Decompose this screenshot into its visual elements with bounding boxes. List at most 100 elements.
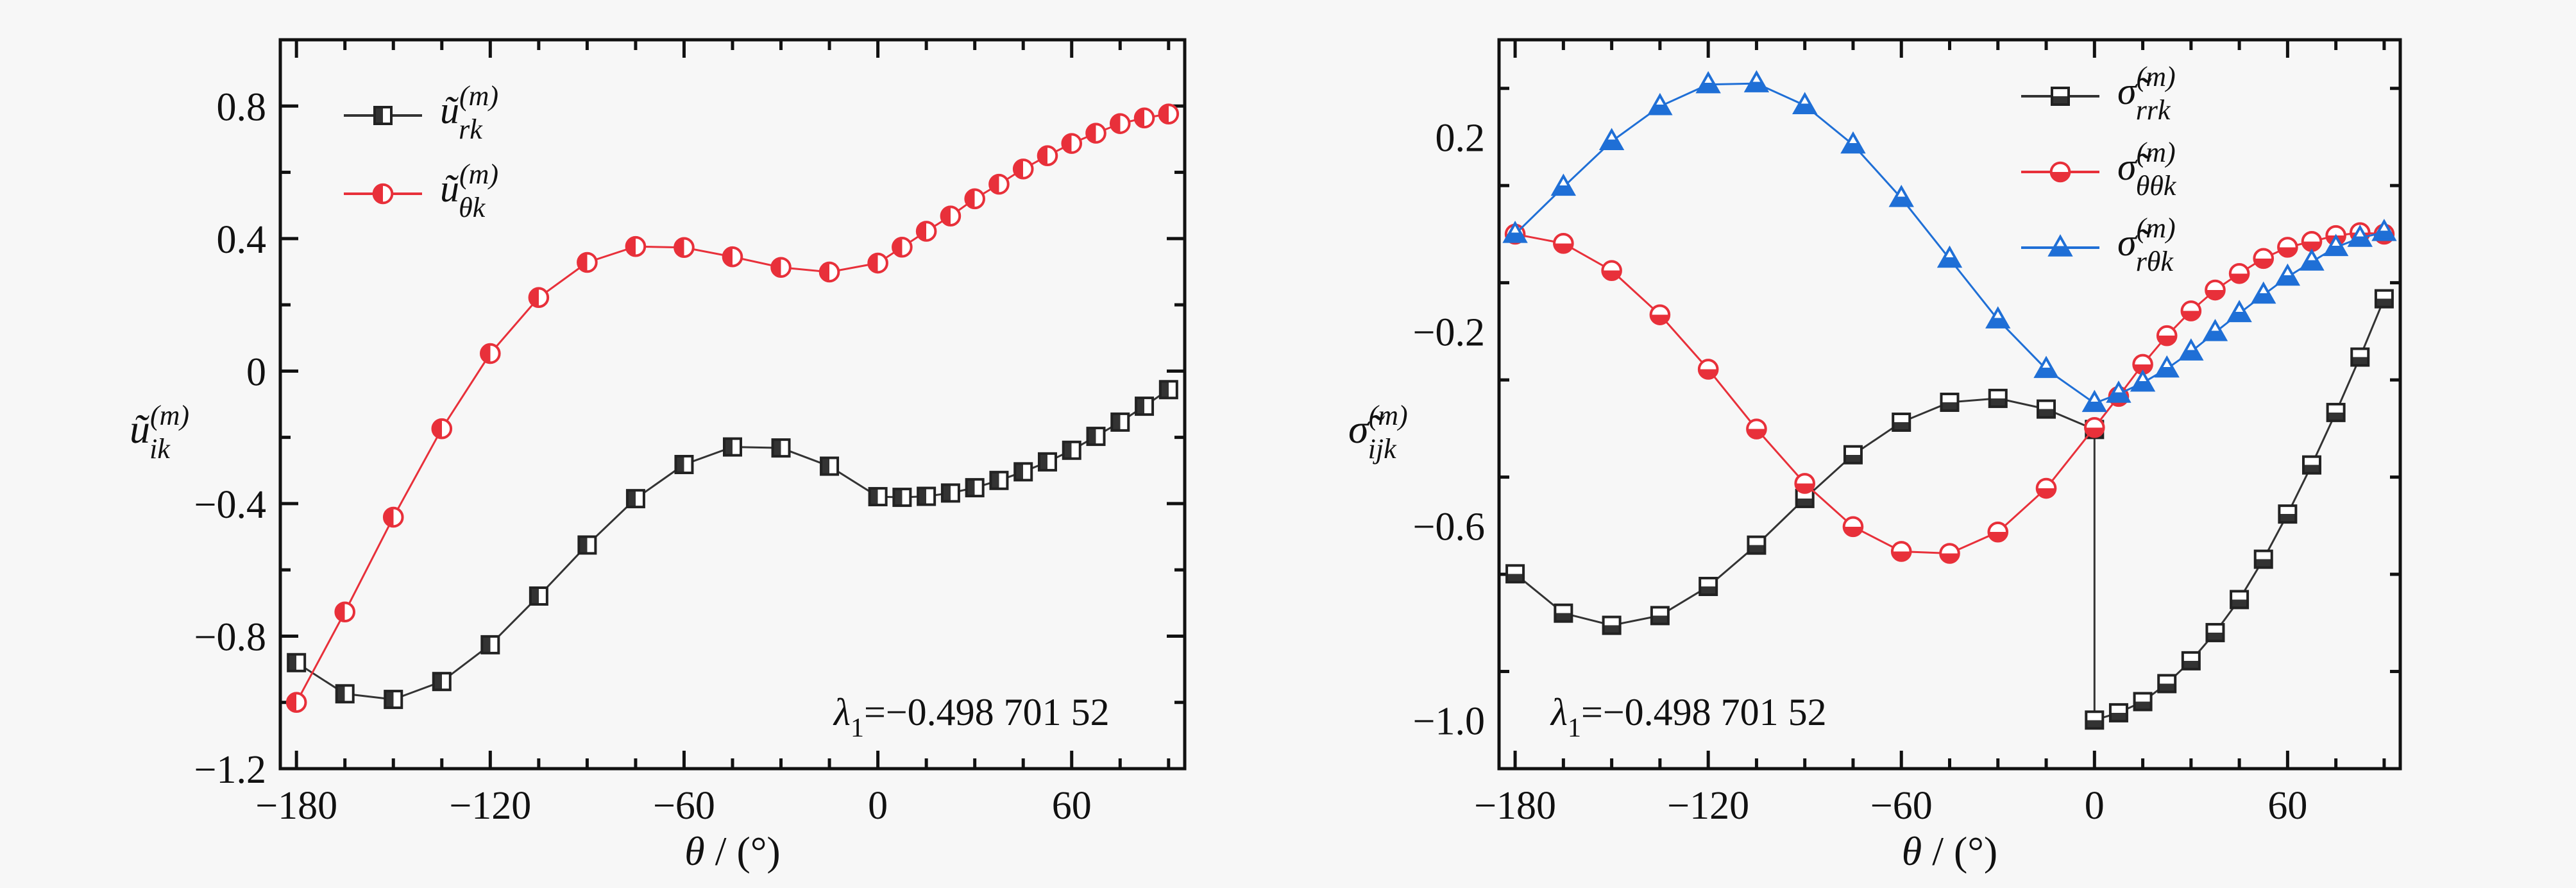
data-point bbox=[2371, 218, 2397, 241]
legend-label-sup: (m) bbox=[459, 158, 498, 190]
data-point bbox=[625, 235, 647, 257]
legend-entry: σ̃(m) rrk bbox=[2021, 61, 2176, 126]
data-point bbox=[1746, 418, 1767, 440]
legend-label-sup: (m) bbox=[2137, 137, 2176, 168]
data-point bbox=[964, 188, 985, 210]
eigenvalue-annotation: λ1=−0.498 701 52 bbox=[833, 691, 1110, 743]
data-point bbox=[1985, 306, 2011, 329]
data-point bbox=[771, 438, 791, 458]
data-point bbox=[1158, 103, 1180, 124]
data-point bbox=[334, 601, 356, 623]
lambda-sub: 1 bbox=[851, 713, 864, 743]
y-tick-label: 0.2 bbox=[1436, 116, 1486, 160]
data-point bbox=[2037, 399, 2056, 419]
data-point bbox=[2108, 703, 2128, 722]
legend-label-sub: rrk bbox=[2136, 94, 2171, 126]
lambda-sub: 1 bbox=[1568, 713, 1581, 743]
data-point bbox=[2301, 230, 2323, 252]
legend-entry: ũ(m) rk bbox=[344, 80, 498, 145]
legend-marker bbox=[372, 183, 394, 205]
data-point bbox=[2251, 281, 2276, 304]
legend-label-sub: rθk bbox=[2136, 246, 2174, 277]
data-point bbox=[1988, 388, 2008, 408]
data-point bbox=[940, 483, 960, 503]
data-point bbox=[2081, 389, 2107, 413]
data-point bbox=[989, 470, 1009, 490]
data-point bbox=[1888, 184, 1914, 207]
data-point bbox=[770, 257, 792, 278]
displacement-chart: −180 −120 −60 0 60 −1.2 −0.8 −0.4 0 0.4 0.8 θ / (°)… bbox=[130, 38, 1187, 874]
legend-label-sub: θθk bbox=[2136, 170, 2177, 201]
data-point bbox=[1086, 427, 1106, 447]
data-point bbox=[577, 535, 597, 555]
data-point bbox=[480, 343, 501, 364]
data-point bbox=[1840, 131, 1866, 154]
data-point bbox=[1550, 173, 1577, 196]
data-point bbox=[1502, 220, 1528, 243]
data-point bbox=[674, 454, 694, 474]
data-point bbox=[1037, 145, 1058, 167]
data-point bbox=[1890, 541, 1912, 562]
data-point bbox=[2253, 248, 2275, 269]
legend-marker bbox=[2051, 87, 2070, 106]
data-point bbox=[1085, 123, 1106, 144]
data-point bbox=[432, 672, 452, 692]
data-point bbox=[868, 487, 888, 507]
legend-label-sup: (m) bbox=[2137, 212, 2176, 244]
x-axis-symbol: θ bbox=[1902, 828, 1922, 874]
legend-label: σ̃(m) rrk bbox=[2117, 61, 2176, 126]
x-tick-label: −60 bbox=[653, 784, 715, 828]
legend-label-base: ũ bbox=[440, 167, 459, 210]
data-point bbox=[2277, 237, 2298, 258]
data-point bbox=[528, 287, 550, 309]
data-point bbox=[480, 635, 500, 654]
data-point bbox=[1842, 516, 1864, 538]
y-axis-title-sub: ik bbox=[149, 433, 171, 465]
lambda-symbol: λ bbox=[1550, 691, 1568, 733]
y-axis-title: σ̃(m) ijk bbox=[1348, 400, 1408, 465]
data-point bbox=[674, 237, 695, 259]
stress-chart: −180 −120 −60 0 60 −1.0 −0.6 −0.2 0.2 θ / (°) σ̃(m… bbox=[1348, 38, 2402, 874]
data-point bbox=[1843, 445, 1863, 465]
data-point bbox=[1061, 133, 1083, 154]
legend-entry: σ̃(m) θθk bbox=[2021, 137, 2177, 201]
data-point bbox=[1743, 70, 1770, 92]
data-point bbox=[818, 261, 840, 283]
data-point bbox=[2230, 590, 2250, 610]
data-point bbox=[285, 692, 307, 713]
data-point bbox=[1037, 452, 1057, 472]
x-tick-label: −120 bbox=[1667, 784, 1749, 828]
data-point bbox=[2154, 355, 2180, 378]
data-point bbox=[1647, 92, 1673, 115]
data-point bbox=[1699, 577, 1718, 596]
legend-label-sub: rk bbox=[459, 114, 483, 145]
data-point bbox=[1747, 535, 1767, 555]
data-point bbox=[335, 684, 355, 704]
data-point bbox=[867, 252, 888, 274]
data-point bbox=[1892, 413, 1911, 432]
data-point bbox=[2085, 710, 2105, 730]
x-axis-symbol: θ bbox=[684, 828, 704, 874]
data-point bbox=[2106, 380, 2131, 403]
data-point bbox=[2157, 674, 2177, 694]
y-axis-title-sup: (m) bbox=[1369, 400, 1408, 431]
data-point bbox=[2350, 347, 2370, 367]
y-axis-title: ũ(m) ik bbox=[130, 400, 189, 465]
legend-entry: σ̃(m) rθk bbox=[2021, 212, 2176, 277]
data-point bbox=[1135, 397, 1155, 416]
data-point bbox=[1505, 564, 1525, 584]
data-point bbox=[2299, 248, 2325, 271]
data-point bbox=[2228, 262, 2250, 284]
data-point bbox=[2133, 692, 2153, 712]
y-tick-label: 0.4 bbox=[217, 218, 267, 262]
data-point bbox=[1554, 603, 1573, 623]
legend-label-sup: (m) bbox=[459, 80, 498, 112]
data-point bbox=[2347, 225, 2373, 247]
y-tick-label: −1.0 bbox=[1413, 699, 1485, 743]
data-point bbox=[2278, 504, 2298, 524]
data-point bbox=[1650, 606, 1670, 626]
legend-label: σ̃(m) rθk bbox=[2117, 212, 2176, 277]
data-point bbox=[577, 252, 598, 273]
legend-label: ũ(m) rk bbox=[440, 80, 498, 145]
